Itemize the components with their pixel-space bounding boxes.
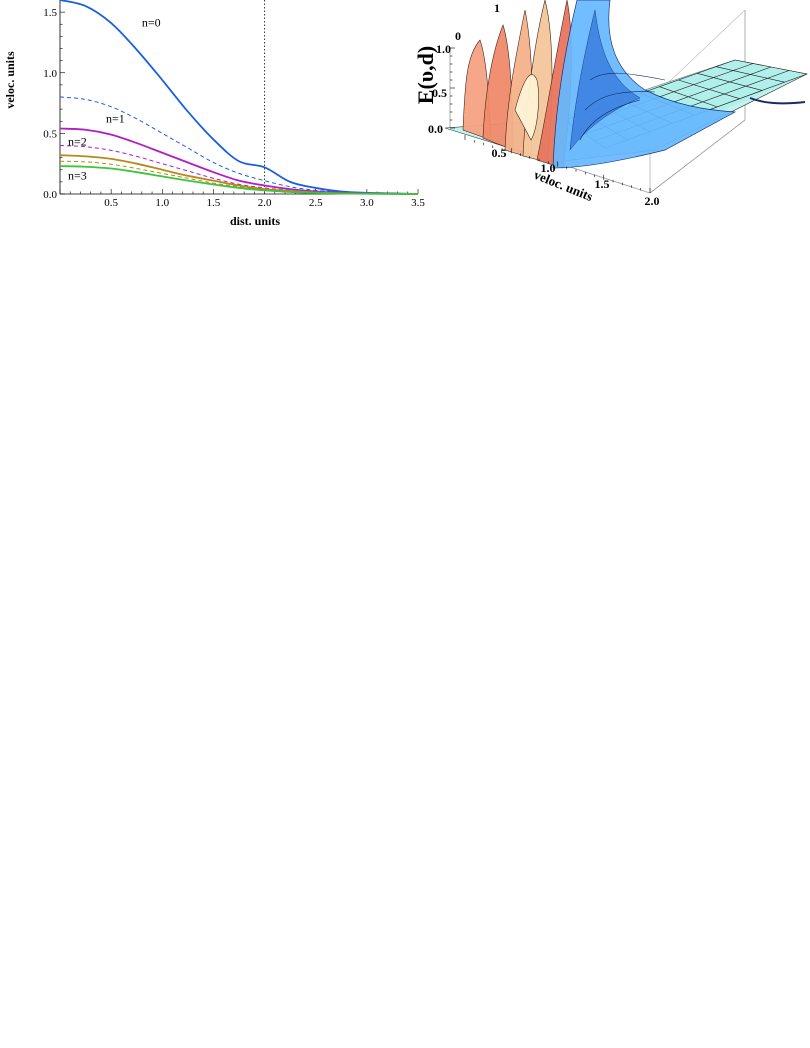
surface-chart: 0.0 0.5 1.0 0 1 0.5 1.0 1.5 2.0 veloc. u… (413, 0, 808, 208)
series-line (59, 165, 419, 195)
series-label: n=1 (106, 111, 125, 125)
y-tick-label: 0.0 (43, 189, 57, 201)
series-label: n=0 (142, 16, 161, 30)
y-axis-title: veloc. units (3, 51, 17, 109)
series-line (59, 96, 419, 195)
series-line (59, 0, 419, 195)
x-tick-label: 2.5 (309, 197, 323, 209)
surface-contour (584, 91, 656, 111)
x-axis-title: dist. units (230, 214, 280, 228)
z-tick-label: 1.0 (436, 42, 451, 56)
surface-peak-shade (569, 9, 641, 151)
y-tick-label: 1 (494, 1, 500, 15)
x-tick-label: 1.5 (207, 197, 221, 209)
surface-ridge (514, 74, 539, 141)
series-line (59, 145, 419, 195)
x-tick-label: 2.0 (258, 197, 272, 209)
surface (444, 0, 808, 193)
series-label: n=2 (68, 135, 87, 149)
x-tick-label: 3.5 (411, 197, 425, 209)
surface-contour (589, 72, 666, 81)
x-tick-label: 2.0 (645, 194, 660, 208)
z-tick-label: 0.5 (432, 86, 447, 100)
y-tick-label: 0 (455, 29, 461, 43)
series-label: n=3 (68, 168, 87, 182)
z-tick-label: 0.0 (428, 122, 443, 136)
plot-area: n=0 n=1 n=2 n=3 (59, 0, 419, 195)
y-tick-label: 1.5 (43, 7, 57, 19)
x-tick-label: 1.0 (155, 197, 169, 209)
y-tick-label: 0.5 (43, 128, 57, 140)
surface-tail (749, 97, 806, 105)
x-tick-labels: 0.5 1.0 1.5 2.0 2.5 3.0 3.5 (104, 197, 425, 209)
x-tick-label: 0.5 (492, 146, 507, 160)
line-chart: n=0n=1n=2n=3 0.5 1.0 1.5 2.0 2.5 3.0 3.5 0.00.… (3, 0, 425, 228)
x-tick-label: 1.0 (541, 161, 556, 175)
box-edge (649, 119, 746, 194)
x-tick-label: 3.0 (360, 197, 374, 209)
x-tick-label: 1.5 (595, 177, 610, 191)
y-tick-labels: 0.0 0.5 1.0 1.5 (43, 7, 57, 201)
z-axis-title: E(υ,d) (413, 46, 438, 104)
x-tick-label: 0.5 (104, 197, 118, 209)
y-tick-label: 1.0 (43, 68, 57, 80)
series-line (59, 160, 419, 195)
surface-contour (579, 99, 641, 141)
